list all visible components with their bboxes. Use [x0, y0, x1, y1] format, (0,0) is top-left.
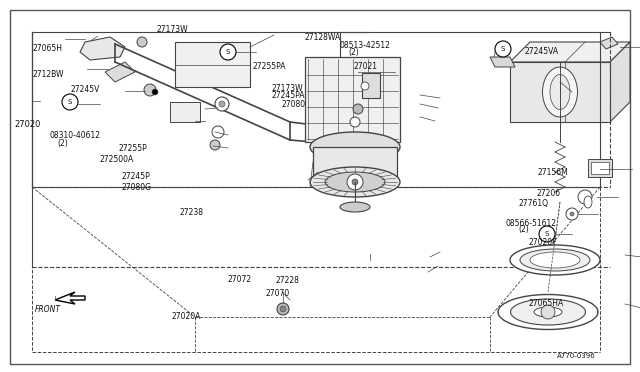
Text: 27255P: 27255P: [118, 144, 147, 153]
Text: 27021: 27021: [353, 62, 378, 71]
Text: 27128WA: 27128WA: [305, 33, 341, 42]
Ellipse shape: [340, 202, 370, 212]
Ellipse shape: [310, 167, 400, 197]
Ellipse shape: [543, 67, 577, 117]
Circle shape: [350, 117, 360, 127]
Circle shape: [541, 305, 555, 319]
Text: 272500A: 272500A: [99, 155, 134, 164]
Text: S: S: [501, 46, 505, 52]
Circle shape: [361, 82, 369, 90]
Text: 27065H: 27065H: [32, 44, 62, 53]
Circle shape: [62, 94, 78, 110]
Circle shape: [212, 126, 224, 138]
Bar: [175, 42, 250, 87]
Circle shape: [566, 208, 578, 220]
Text: 08310-40612: 08310-40612: [49, 131, 100, 140]
Text: 27020F: 27020F: [529, 238, 557, 247]
Text: 27228: 27228: [275, 276, 299, 285]
Bar: [588, 159, 612, 177]
Text: FRONT: FRONT: [35, 305, 61, 314]
Text: 2712BW: 2712BW: [32, 70, 63, 79]
Circle shape: [495, 41, 511, 57]
Ellipse shape: [325, 172, 385, 192]
Polygon shape: [105, 62, 135, 82]
Ellipse shape: [520, 249, 590, 271]
Circle shape: [578, 190, 592, 204]
Polygon shape: [55, 292, 85, 304]
Text: (2): (2): [518, 225, 529, 234]
Text: 27080G: 27080G: [122, 183, 152, 192]
Bar: [313, 147, 397, 182]
Bar: [362, 73, 380, 98]
Text: 27070: 27070: [266, 289, 290, 298]
Text: S: S: [226, 49, 230, 55]
Circle shape: [570, 212, 574, 216]
Text: 27245VA: 27245VA: [525, 47, 559, 56]
Text: (2): (2): [58, 139, 68, 148]
Text: 27245PA: 27245PA: [272, 92, 305, 100]
Ellipse shape: [534, 307, 562, 317]
Text: 27245V: 27245V: [70, 85, 100, 94]
Polygon shape: [510, 62, 610, 122]
Polygon shape: [490, 57, 515, 67]
Circle shape: [219, 101, 225, 107]
Polygon shape: [80, 37, 125, 60]
Circle shape: [347, 174, 363, 190]
Ellipse shape: [530, 252, 580, 268]
Circle shape: [144, 84, 156, 96]
Text: 27238: 27238: [179, 208, 204, 217]
Circle shape: [220, 44, 236, 60]
Ellipse shape: [511, 299, 586, 325]
Circle shape: [353, 104, 363, 114]
Text: 27156M: 27156M: [538, 169, 568, 177]
Text: A770-0396: A770-0396: [557, 353, 596, 359]
Bar: [305, 57, 400, 142]
Text: 27761Q: 27761Q: [518, 199, 548, 208]
Text: 27072: 27072: [227, 275, 252, 283]
Text: 27020A: 27020A: [172, 312, 201, 321]
Polygon shape: [600, 37, 618, 49]
Text: (2): (2): [349, 48, 360, 57]
Circle shape: [210, 140, 220, 150]
Circle shape: [539, 226, 555, 242]
Circle shape: [137, 37, 147, 47]
Circle shape: [280, 306, 286, 312]
Text: S: S: [545, 231, 549, 237]
Text: 27245P: 27245P: [122, 172, 150, 181]
Polygon shape: [610, 42, 630, 122]
Text: 27255PA: 27255PA: [253, 62, 286, 71]
Text: 27173W: 27173W: [272, 84, 303, 93]
Text: 27080: 27080: [282, 100, 306, 109]
Polygon shape: [510, 42, 630, 62]
Text: 08566-51612: 08566-51612: [506, 219, 557, 228]
Circle shape: [352, 179, 358, 185]
Circle shape: [215, 97, 229, 111]
Ellipse shape: [510, 245, 600, 275]
Ellipse shape: [498, 295, 598, 330]
Circle shape: [277, 303, 289, 315]
Text: 27020: 27020: [14, 120, 40, 129]
Bar: [170, 102, 200, 122]
Text: 08513-42512: 08513-42512: [339, 41, 390, 50]
Ellipse shape: [550, 74, 570, 109]
Circle shape: [152, 89, 158, 95]
Text: 27065HA: 27065HA: [529, 299, 564, 308]
Text: 27206: 27206: [536, 189, 561, 198]
Bar: [591, 162, 609, 174]
Text: S: S: [68, 99, 72, 105]
Ellipse shape: [584, 196, 592, 208]
Ellipse shape: [310, 132, 400, 162]
Text: 27173W: 27173W: [157, 25, 188, 34]
